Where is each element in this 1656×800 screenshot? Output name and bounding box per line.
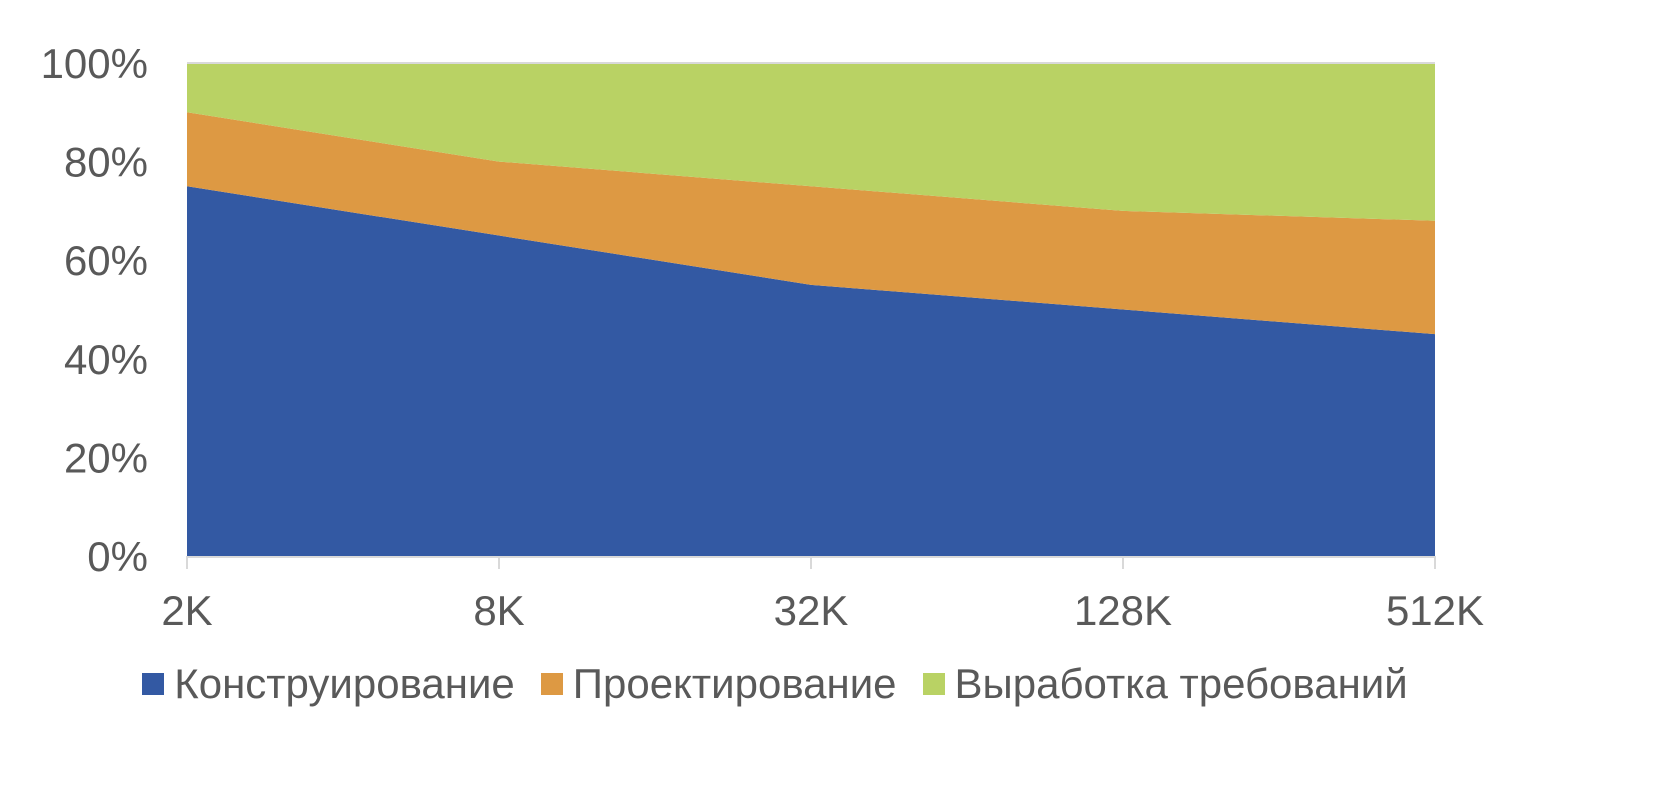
- legend-swatch-icon: [540, 673, 563, 695]
- y-axis: 0% 20% 40% 60% 80% 100%: [41, 40, 148, 580]
- legend-swatch-icon: [142, 673, 165, 695]
- legend-item-construction: Конструирование: [142, 660, 515, 708]
- y-tick-label: 80%: [64, 139, 148, 186]
- legend: Конструирование Проектирование Выработка…: [0, 660, 1550, 708]
- legend-swatch-icon: [922, 673, 945, 695]
- x-tick-label: 8K: [473, 587, 524, 634]
- area-series-1: [187, 112, 1435, 335]
- legend-item-design: Проектирование: [540, 660, 897, 708]
- y-tick-label: 60%: [64, 237, 148, 284]
- legend-item-requirements: Выработка требований: [922, 660, 1408, 708]
- x-tick-label: 32K: [774, 587, 849, 634]
- legend-label: Проектирование: [572, 660, 897, 707]
- stacked-area-chart: 2K 8K 32K 128K 512K 0% 20% 40% 60% 80% 100%: [41, 40, 1484, 634]
- legend-label: Выработка требований: [954, 660, 1408, 707]
- area-series-2: [187, 63, 1435, 221]
- y-tick-label: 0%: [87, 533, 148, 580]
- x-axis: 2K 8K 32K 128K 512K: [161, 556, 1484, 634]
- x-tick-label: 2K: [161, 587, 212, 634]
- x-tick-label: 128K: [1074, 587, 1172, 634]
- area-series-0: [187, 186, 1435, 556]
- plot-area: [187, 63, 1435, 556]
- y-tick-label: 20%: [64, 434, 148, 481]
- legend-label: Конструирование: [174, 660, 515, 707]
- y-tick-label: 100%: [41, 40, 148, 87]
- x-tick-label: 512K: [1386, 587, 1484, 634]
- y-tick-label: 40%: [64, 336, 148, 383]
